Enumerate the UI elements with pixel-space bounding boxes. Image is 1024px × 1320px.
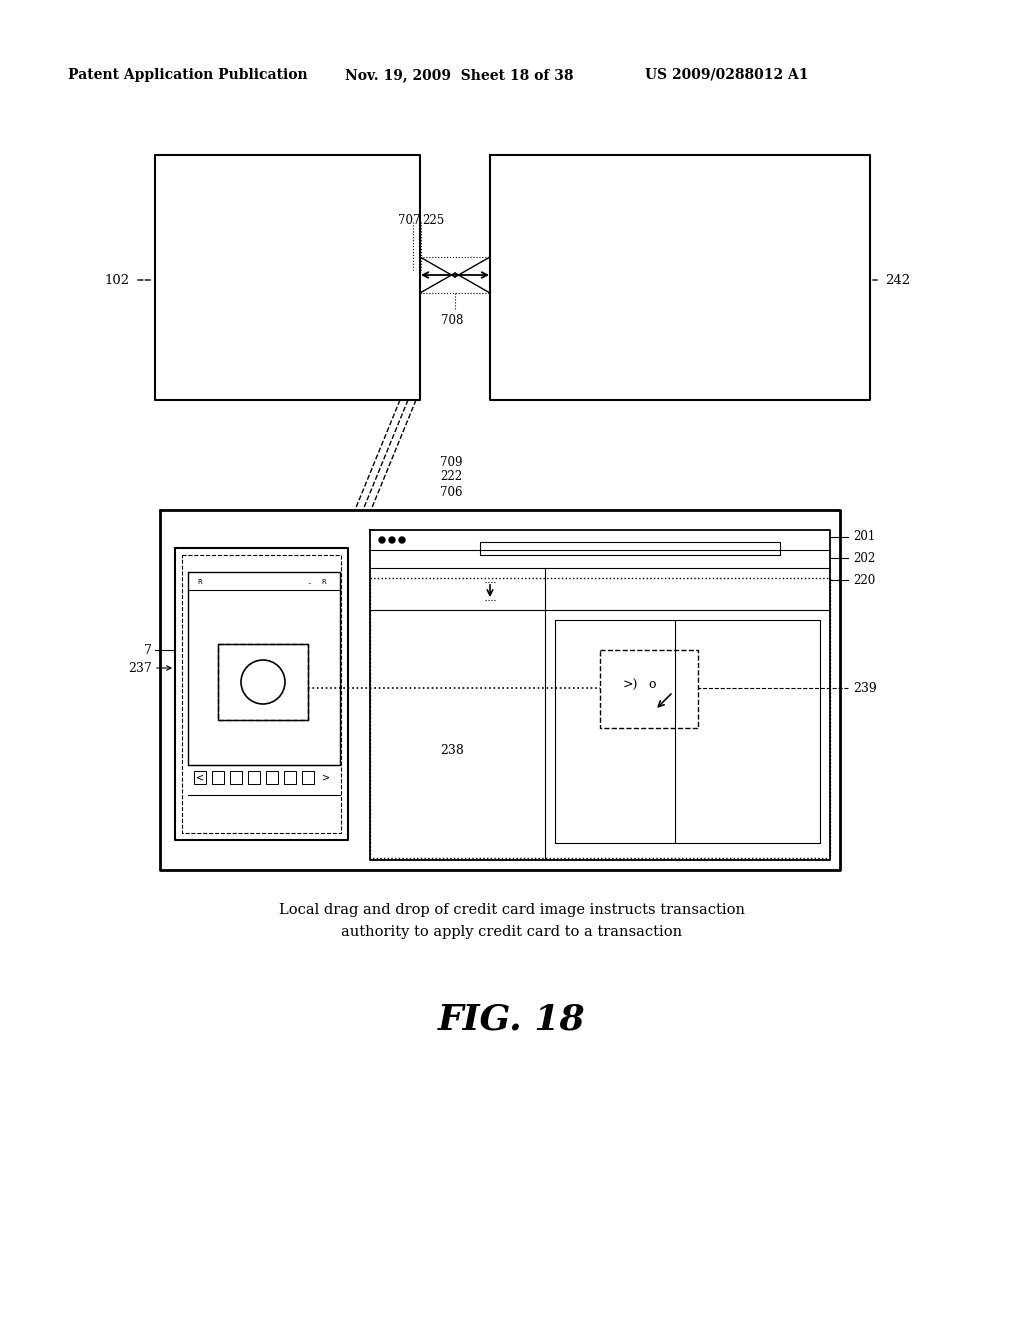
Text: >: > bbox=[322, 774, 330, 783]
Text: Local drag and drop of credit card image instructs transaction: Local drag and drop of credit card image… bbox=[279, 903, 745, 917]
Circle shape bbox=[379, 537, 385, 543]
Text: 102: 102 bbox=[104, 273, 130, 286]
Text: <: < bbox=[196, 774, 204, 783]
Text: o: o bbox=[648, 678, 655, 692]
Text: 220: 220 bbox=[853, 573, 876, 586]
Text: R: R bbox=[198, 579, 203, 585]
Text: 706: 706 bbox=[440, 486, 463, 499]
Text: 238: 238 bbox=[440, 743, 464, 756]
Text: 202: 202 bbox=[853, 552, 876, 565]
Text: ..: .. bbox=[308, 579, 312, 585]
Text: 7: 7 bbox=[144, 644, 152, 656]
Text: US 2009/0288012 A1: US 2009/0288012 A1 bbox=[645, 69, 809, 82]
Text: FIG. 18: FIG. 18 bbox=[438, 1003, 586, 1038]
Text: 201: 201 bbox=[853, 531, 876, 544]
Text: Patent Application Publication: Patent Application Publication bbox=[68, 69, 307, 82]
Text: 222: 222 bbox=[440, 470, 462, 483]
Text: R: R bbox=[322, 579, 327, 585]
Text: 707: 707 bbox=[398, 214, 421, 227]
Circle shape bbox=[399, 537, 406, 543]
Text: >): >) bbox=[623, 678, 638, 692]
Text: authority to apply credit card to a transaction: authority to apply credit card to a tran… bbox=[341, 925, 683, 939]
Text: 225: 225 bbox=[422, 214, 444, 227]
Text: 237: 237 bbox=[128, 661, 152, 675]
Text: Nov. 19, 2009  Sheet 18 of 38: Nov. 19, 2009 Sheet 18 of 38 bbox=[345, 69, 573, 82]
Circle shape bbox=[389, 537, 395, 543]
Text: 708: 708 bbox=[440, 314, 463, 326]
Text: 709: 709 bbox=[440, 455, 463, 469]
Text: 242: 242 bbox=[885, 273, 910, 286]
Text: 239: 239 bbox=[853, 681, 877, 694]
